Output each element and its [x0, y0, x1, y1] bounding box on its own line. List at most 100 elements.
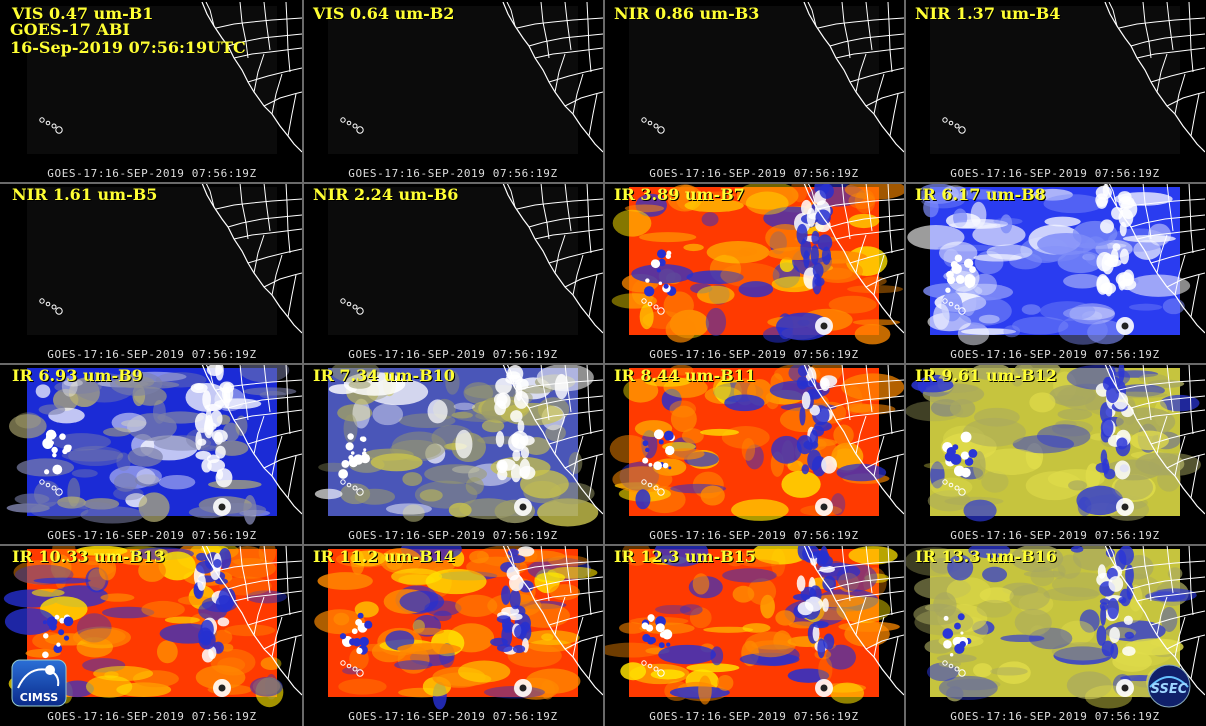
state-border [1108, 2, 1118, 27]
state-border [873, 435, 885, 477]
band-panel: NIR 1.37 um-B4 GOES-17:16-SEP-2019 07:56:… [905, 2, 1205, 182]
state-border [588, 636, 598, 680]
island-outline [647, 663, 653, 669]
state-border [873, 254, 885, 296]
band-image [905, 545, 1205, 709]
state-border [233, 409, 302, 421]
image-area [314, 364, 599, 527]
state-border [554, 234, 566, 274]
state-border [865, 272, 904, 288]
band-title: NIR 0.86 um-B3 [614, 4, 760, 23]
island-outline [340, 660, 346, 666]
image-area [3, 545, 287, 708]
state-border [247, 248, 302, 264]
state-border [1150, 429, 1205, 445]
island-outline [340, 298, 346, 304]
island-outline [657, 669, 665, 677]
state-border [564, 91, 603, 107]
state-border [239, 545, 249, 602]
band-image [328, 2, 603, 154]
island-outline [647, 301, 653, 307]
image-area [629, 6, 879, 154]
state-border [227, 214, 302, 228]
island-outline [356, 488, 364, 496]
state-border [887, 545, 893, 616]
band-timestamp: GOES-17:16-SEP-2019 07:56:19Z [348, 167, 558, 180]
image-area [930, 6, 1180, 154]
band-title: IR 6.93 um-B9 [12, 366, 143, 385]
state-border [1150, 610, 1205, 626]
state-border [1166, 453, 1205, 469]
state-border [564, 453, 603, 469]
island-outline [352, 485, 358, 491]
band-panel: IR 3.89 um-B7 GOES-17:16-SEP-2019 07:56:1… [604, 183, 904, 363]
state-border [516, 560, 603, 572]
state-border [807, 364, 817, 389]
row-divider [0, 363, 1206, 365]
band-timestamp: GOES-17:16-SEP-2019 07:56:19Z [950, 710, 1160, 723]
island-outline [55, 126, 63, 134]
state-border [586, 545, 592, 616]
island-outline [948, 482, 954, 488]
state-border [506, 2, 516, 27]
state-border [534, 228, 603, 240]
state-border [1166, 272, 1205, 288]
state-border [253, 596, 265, 636]
band-title: IR 9.61 um-B12 [915, 366, 1057, 385]
band-timestamp: GOES-17:16-SEP-2019 07:56:19Z [649, 710, 859, 723]
band-image [609, 364, 904, 521]
island-outline [641, 479, 647, 485]
state-border [239, 364, 249, 421]
band-image [27, 183, 302, 335]
band-image [629, 2, 904, 154]
island-outline [653, 485, 659, 491]
state-border [1156, 415, 1168, 455]
state-border [263, 453, 302, 469]
band-title: IR 3.89 um-B7 [614, 185, 745, 204]
island-outline [647, 120, 653, 126]
state-border [233, 590, 302, 602]
band-panel: VIS 0.64 um-B2 GOES-17:16-SEP-2019 07:56:… [303, 2, 603, 182]
island-outline [346, 120, 352, 126]
state-border [528, 576, 603, 590]
state-border [564, 545, 572, 594]
state-border [841, 183, 851, 240]
state-border [572, 616, 584, 658]
island-outline [653, 304, 659, 310]
state-border [1156, 234, 1168, 274]
band-timestamp: GOES-17:16-SEP-2019 07:56:19Z [348, 710, 558, 723]
state-border [205, 364, 215, 389]
band-panel: NIR 0.86 um-B3 GOES-17:16-SEP-2019 07:56:… [604, 2, 904, 182]
image-area [604, 545, 900, 705]
state-border [835, 590, 904, 602]
ssec-logo: SSEC [1147, 664, 1191, 708]
state-border [528, 214, 603, 228]
state-border [540, 364, 550, 421]
state-border [835, 228, 904, 240]
state-border [841, 2, 851, 59]
state-border [865, 91, 904, 107]
band-timestamp: GOES-17:16-SEP-2019 07:56:19Z [348, 348, 558, 361]
state-border [548, 67, 603, 83]
state-border [271, 435, 283, 477]
band-panel: IR 12.3 um-B15 GOES-17:16-SEP-2019 07:56:… [604, 545, 904, 725]
state-border [887, 2, 893, 73]
state-border [1166, 183, 1174, 232]
state-border [227, 576, 302, 590]
band-timestamp: GOES-17:16-SEP-2019 07:56:19Z [649, 167, 859, 180]
state-border [215, 198, 302, 210]
band-title: IR 11.2 um-B14 [313, 547, 455, 566]
state-border [263, 91, 302, 107]
band-title: VIS 0.47 um-B1 [12, 4, 154, 23]
band-image [328, 183, 603, 335]
state-border [287, 93, 297, 137]
band-title: NIR 1.37 um-B4 [915, 4, 1061, 23]
band-timestamp: GOES-17:16-SEP-2019 07:56:19Z [649, 529, 859, 542]
band-panel: IR 7.34 um-B10 GOES-17:16-SEP-2019 07:56:… [303, 364, 603, 544]
state-border [516, 17, 603, 29]
band-timestamp: GOES-17:16-SEP-2019 07:56:19Z [950, 529, 1160, 542]
state-border [873, 73, 885, 115]
state-border [205, 2, 215, 27]
state-border [285, 364, 291, 435]
